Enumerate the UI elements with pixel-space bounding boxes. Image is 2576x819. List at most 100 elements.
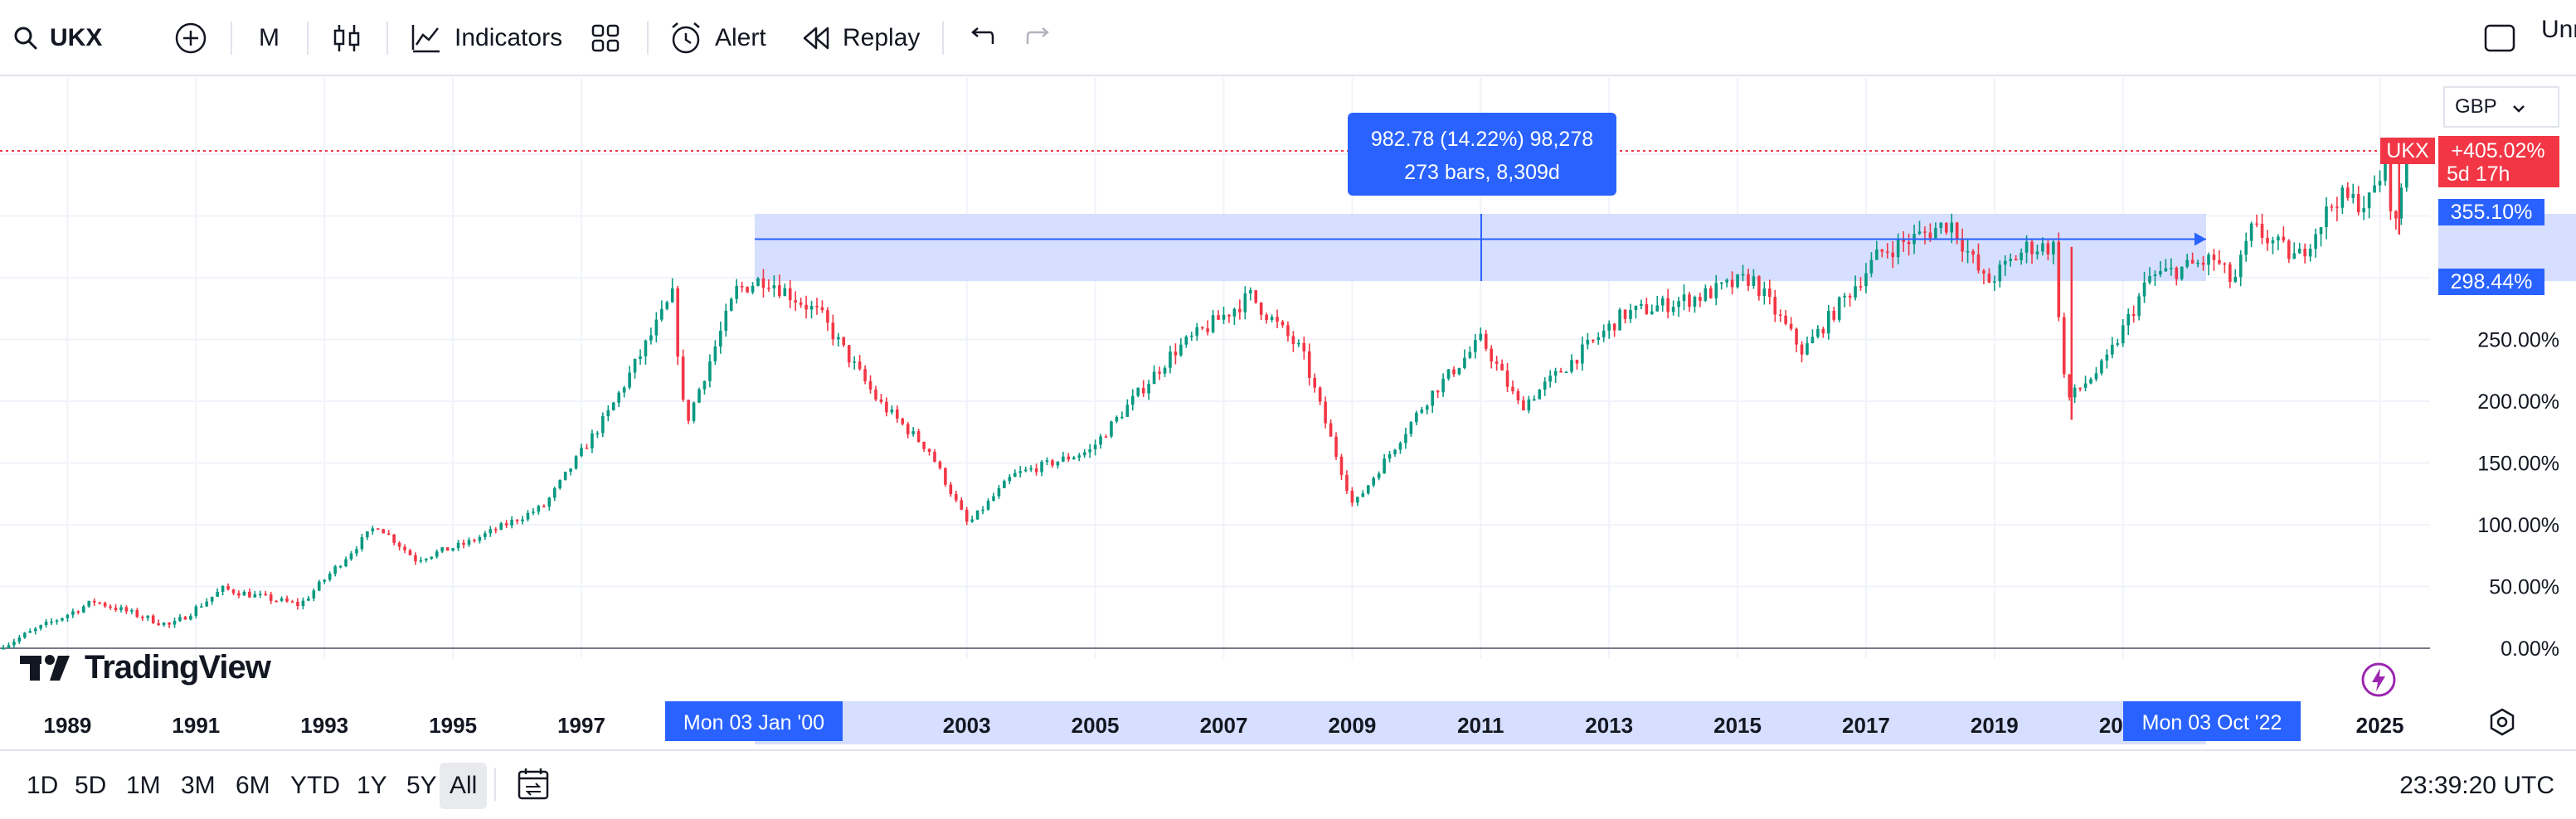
price-tag-symbol: UKX <box>2386 139 2429 162</box>
candle-down <box>965 509 969 522</box>
tradingview-logo[interactable]: TradingView <box>20 647 271 688</box>
candle-up <box>809 306 814 310</box>
candle-down <box>2190 259 2194 264</box>
undo-button[interactable] <box>965 0 995 76</box>
candle-up <box>216 591 219 597</box>
clock[interactable]: 23:39:20 UTC <box>2399 763 2554 809</box>
time-tick-label: 1997 <box>557 713 605 738</box>
candle-up <box>510 520 513 526</box>
candle-up <box>1736 274 1739 288</box>
candle-up <box>1548 376 1552 382</box>
separator <box>231 22 232 55</box>
candle-up <box>2052 241 2055 254</box>
range-button-all[interactable]: All <box>440 763 488 809</box>
price-chart[interactable]: 982.78 (14.22%) 98,278 273 bars, 8,309d 0… <box>0 78 2576 749</box>
price-axis[interactable]: 0.00% 50.00% 100.00% 150.00% 200.00% 250.00% 3… <box>2380 136 2559 661</box>
undo-icon <box>965 26 995 51</box>
range-button-1m[interactable]: 1M <box>126 772 161 799</box>
candle-up <box>1356 497 1359 503</box>
candle-down <box>2335 206 2339 208</box>
layouts-button[interactable] <box>591 0 620 76</box>
candle-up <box>1013 472 1017 477</box>
candle-down <box>1923 231 1927 233</box>
measure-lower-label: 298.44% <box>2451 270 2533 293</box>
candle-up <box>837 337 840 340</box>
candle-down <box>2346 187 2350 198</box>
range-button-3m[interactable]: 3M <box>181 772 216 799</box>
compare-symbol-button[interactable] <box>174 0 207 76</box>
range-button-6m[interactable]: 6M <box>236 772 270 799</box>
separator <box>942 22 944 55</box>
time-tick-label: 1993 <box>300 713 348 738</box>
candle-down <box>885 401 888 413</box>
range-button-1y[interactable]: 1Y <box>357 772 387 799</box>
alert-button[interactable]: Alert <box>668 0 766 76</box>
candle-up <box>50 621 53 623</box>
interval-button[interactable]: M <box>259 0 279 76</box>
candle-down <box>462 542 465 545</box>
candle-up <box>783 288 787 297</box>
candle-down <box>2356 194 2360 213</box>
candle-down <box>2030 241 2034 254</box>
candle-up <box>1597 337 1601 341</box>
candle-down <box>515 520 519 521</box>
candle-down <box>2287 240 2291 259</box>
candle-up <box>301 600 305 606</box>
candle-down <box>1200 327 1204 329</box>
candle-down <box>1784 315 1787 324</box>
candle-up <box>119 607 123 611</box>
candle-down <box>761 278 766 288</box>
redo-button[interactable] <box>1025 0 1055 76</box>
symbol-search-button[interactable]: UKX <box>13 0 102 76</box>
candle-up <box>2185 259 2189 267</box>
currency-label: GBP <box>2455 95 2497 118</box>
time-tick-label: 2013 <box>1585 713 1633 738</box>
measure-range <box>755 214 2576 744</box>
candle-up <box>317 581 321 591</box>
candle-up <box>1446 369 1451 379</box>
measure-tooltip-line1: 982.78 (14.22%) 98,278 <box>1371 128 1593 151</box>
candle-down <box>676 288 679 357</box>
candle-down <box>2330 206 2334 208</box>
time-tick-label: 2007 <box>1200 713 1248 738</box>
unnamed-layout-button[interactable]: Unn <box>2541 0 2576 68</box>
candle-up <box>617 392 620 403</box>
candle-up <box>644 340 648 356</box>
currency-select[interactable]: GBP <box>2443 86 2559 128</box>
candle-down <box>141 617 144 618</box>
indicators-button[interactable]: Indicators <box>410 0 562 76</box>
separator <box>307 22 309 55</box>
candle-up <box>1045 460 1049 462</box>
candle-up <box>751 285 755 293</box>
replay-button[interactable]: Replay <box>801 0 920 76</box>
time-axis[interactable]: 1989 1991 1993 1995 1997 2003 2005 2007 2009 2011… <box>44 701 2404 741</box>
candle-down <box>1227 314 1231 317</box>
range-button-5y[interactable]: 5Y <box>406 772 437 799</box>
candle-up <box>61 618 64 621</box>
candle-up <box>2121 325 2125 344</box>
candle-up <box>1361 493 1365 497</box>
lightning-icon[interactable] <box>2360 662 2397 702</box>
candle-up <box>242 591 246 596</box>
time-tick-label: 2003 <box>943 713 991 738</box>
gear-icon[interactable] <box>2488 708 2516 740</box>
redo-icon <box>1025 26 1055 51</box>
range-button-5d[interactable]: 5D <box>75 772 107 799</box>
candle-up <box>28 631 32 633</box>
candle-up <box>87 600 91 607</box>
candle-down <box>1206 328 1209 332</box>
candle-down <box>1757 276 1761 297</box>
chart-area[interactable]: 982.78 (14.22%) 98,278 273 bars, 8,309d 0… <box>0 78 2576 749</box>
fullscreen-button[interactable] <box>2483 0 2516 76</box>
chart-type-button[interactable] <box>332 0 362 76</box>
range-button-1d[interactable]: 1D <box>27 772 59 799</box>
candle-up <box>1409 422 1413 434</box>
range-button-ytd[interactable]: YTD <box>290 772 340 799</box>
date-range-button[interactable] <box>516 766 552 807</box>
candle-down <box>916 431 921 443</box>
candle-down <box>1987 274 1991 283</box>
candle-down <box>1281 322 1285 326</box>
candle-up <box>1601 330 1606 337</box>
candle-down <box>1051 460 1054 466</box>
candle-down <box>151 615 155 623</box>
